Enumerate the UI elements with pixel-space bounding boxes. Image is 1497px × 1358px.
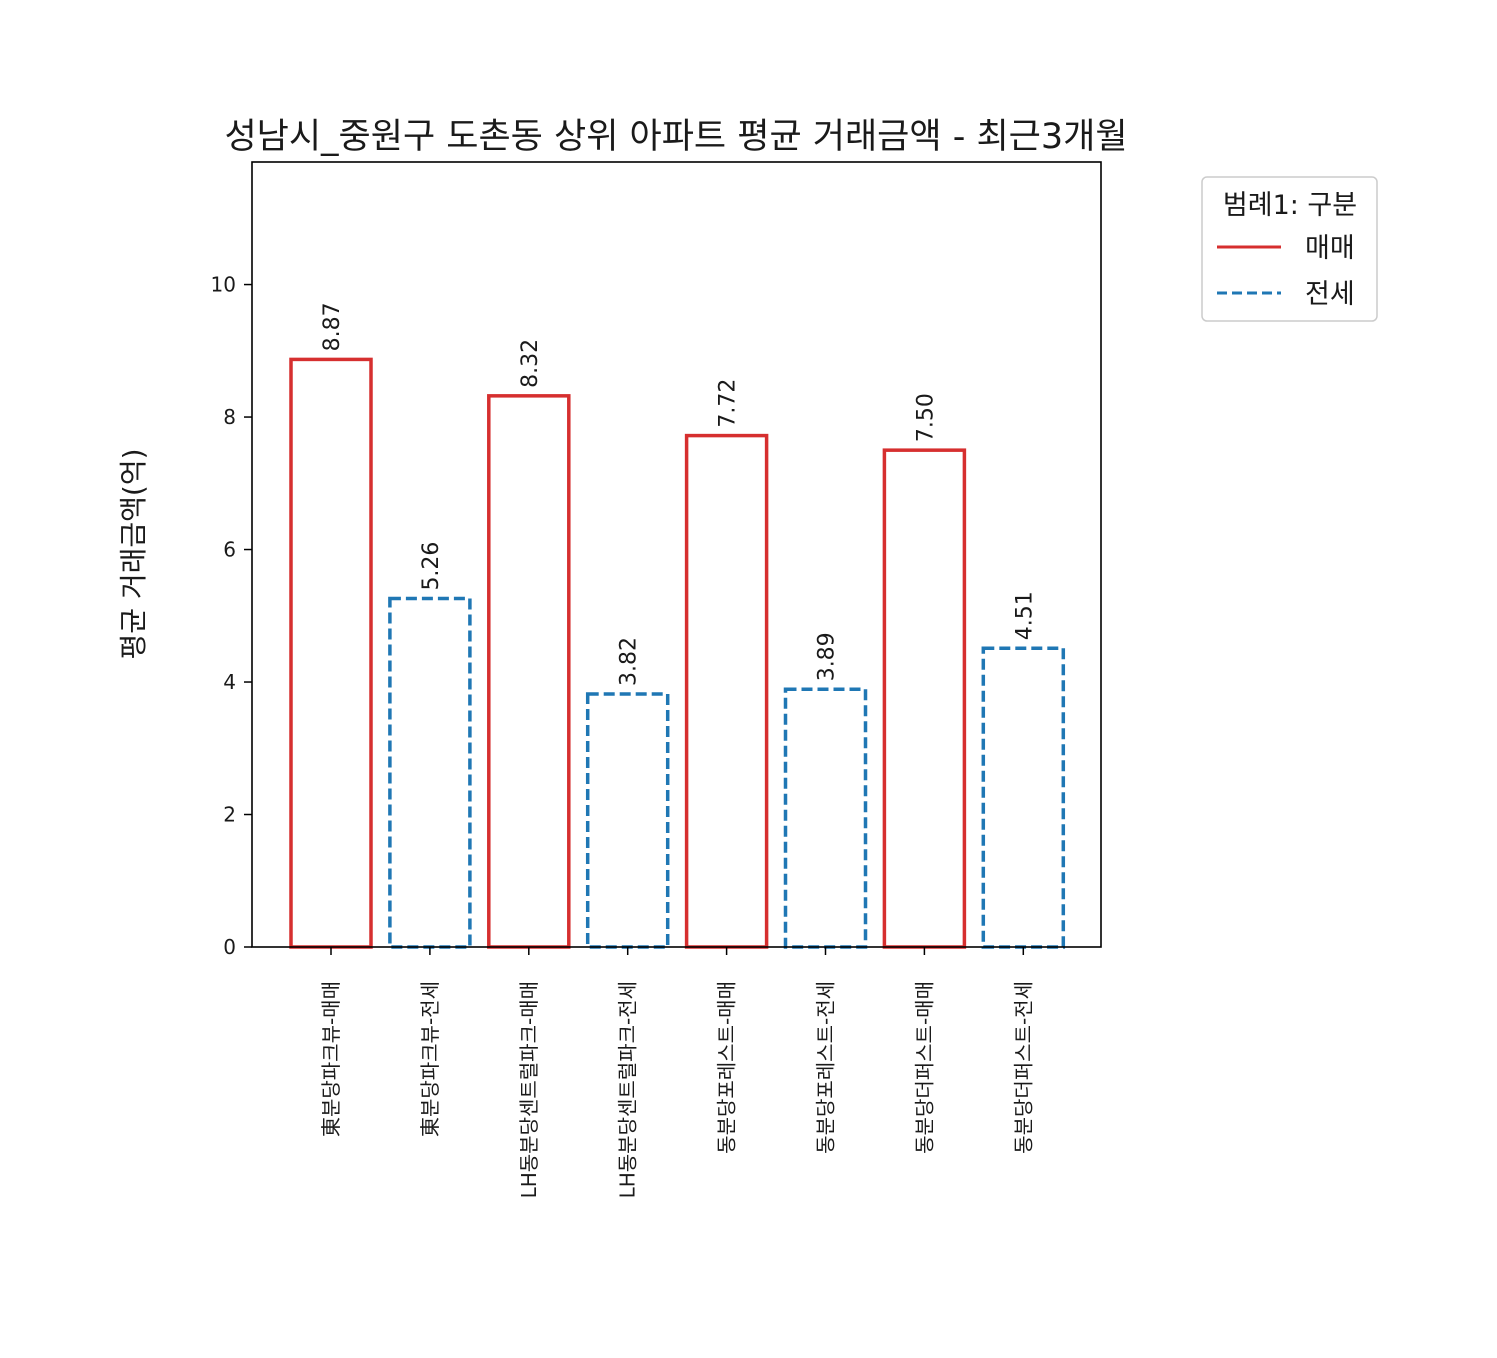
legend-label-sale: 매매	[1305, 233, 1355, 264]
value-label-6: 3.89	[815, 632, 840, 681]
chart-title: 성남시_중원구 도촌동 상위 아파트 평균 거래금액 - 최근3개월	[224, 117, 1127, 157]
x-tick-label-7: 동분당더퍼스트-매매	[912, 981, 936, 1154]
bar-8	[981, 646, 1066, 949]
x-tick-label-5: 동분당포레스트-매매	[715, 981, 739, 1154]
y-tick-label-8: 8	[223, 405, 236, 429]
value-labels-group: 8.87 5.26 8.32 3.82 7.72 3.89 7.50 4.51	[320, 302, 1037, 686]
y-tick-label-4: 4	[223, 670, 236, 694]
plot-frame	[251, 161, 1102, 948]
x-tick-label-2: 東분당파크뷰-전세	[418, 981, 442, 1137]
y-tick-label-6: 6	[223, 538, 236, 562]
bar-2	[388, 596, 472, 949]
x-tick-label-4: LH동분당센트럴파크-전세	[616, 981, 640, 1198]
bar-6	[783, 687, 868, 949]
legend: 범례1: 구분 매매 전세	[1201, 176, 1378, 322]
x-tick-label-8: 동분당더퍼스트-전세	[1011, 981, 1035, 1154]
bar-3	[487, 394, 571, 949]
y-tick-label-0: 0	[223, 935, 236, 959]
legend-title: 범례1: 구분	[1223, 190, 1357, 221]
x-axis-ticks: 東분당파크뷰-매매 東분당파크뷰-전세 LH동분당센트럴파크-매매 LH동분당센트럴파…	[319, 947, 1035, 1198]
y-tick-label-2: 2	[223, 803, 236, 827]
legend-label-jeonse: 전세	[1305, 279, 1355, 310]
x-tick-label-6: 동분당포레스트-전세	[814, 981, 838, 1154]
value-label-2: 5.26	[419, 542, 444, 591]
y-tick-label-10: 10	[211, 273, 236, 297]
legend-box	[1201, 176, 1378, 322]
x-tick-label-1: 東분당파크뷰-매매	[319, 981, 343, 1137]
value-label-8: 4.51	[1012, 591, 1037, 640]
value-label-1: 8.87	[320, 302, 345, 351]
bar-7	[882, 448, 967, 949]
y-axis-ticks: 0 2 4 6 8 10	[211, 273, 252, 959]
value-label-7: 7.50	[913, 393, 938, 442]
bar-4	[585, 692, 670, 949]
value-label-5: 7.72	[716, 379, 741, 428]
value-label-3: 8.32	[518, 339, 543, 388]
bar-1	[289, 357, 373, 949]
x-tick-label-3: LH동분당센트럴파크-매매	[517, 981, 541, 1198]
bars-group	[289, 357, 1066, 949]
bar-5	[684, 433, 769, 949]
y-axis-label: 평균 거래금액(억)	[117, 448, 150, 659]
value-label-4: 3.82	[617, 637, 642, 686]
